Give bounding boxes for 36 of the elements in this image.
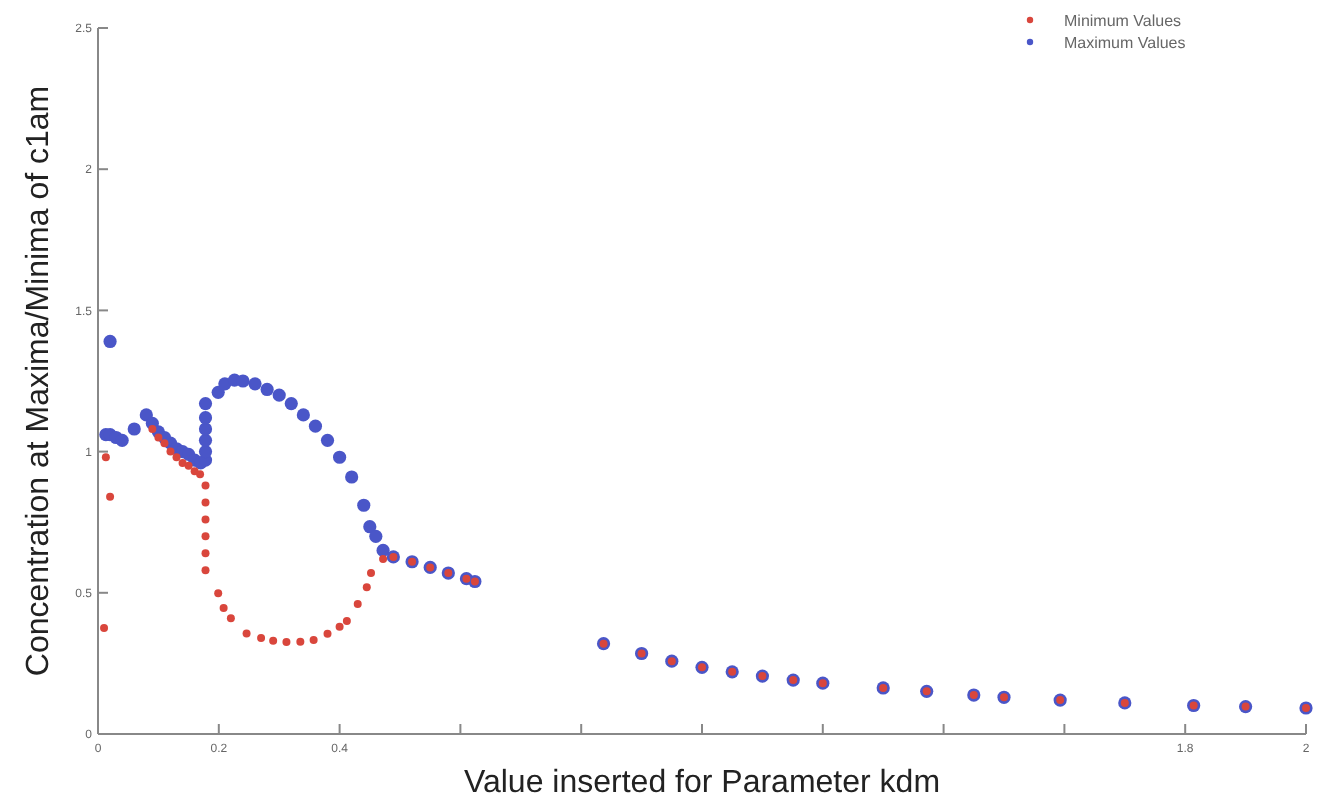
point [201, 515, 210, 524]
point [201, 566, 210, 575]
y-axis-title: Concentration at Maxima/Minima of c1am [22, 85, 56, 677]
point [367, 569, 376, 578]
x-axis-title: Value inserted for Parameter kdm [463, 766, 941, 800]
point [148, 425, 157, 434]
point [106, 492, 115, 501]
point [242, 629, 251, 638]
point [201, 498, 210, 507]
point [219, 604, 228, 613]
point [201, 481, 210, 490]
point [296, 637, 305, 646]
point [184, 461, 193, 470]
legend-label: Minimum Values [1064, 11, 1182, 30]
point [101, 453, 110, 462]
point [269, 636, 278, 645]
point [166, 447, 175, 456]
point [362, 583, 371, 592]
point [154, 433, 163, 442]
point [172, 453, 181, 462]
point [201, 532, 210, 541]
point [323, 629, 332, 638]
point [342, 617, 351, 626]
point [309, 635, 318, 644]
point [214, 589, 223, 598]
point [196, 470, 205, 479]
point [335, 622, 344, 631]
point [160, 439, 169, 448]
point [282, 637, 291, 646]
point [226, 614, 235, 623]
point [257, 633, 266, 642]
point [353, 600, 362, 609]
point [100, 624, 109, 633]
point [379, 554, 388, 563]
legend-label: Maximum Values [1064, 33, 1186, 52]
point [201, 549, 210, 558]
